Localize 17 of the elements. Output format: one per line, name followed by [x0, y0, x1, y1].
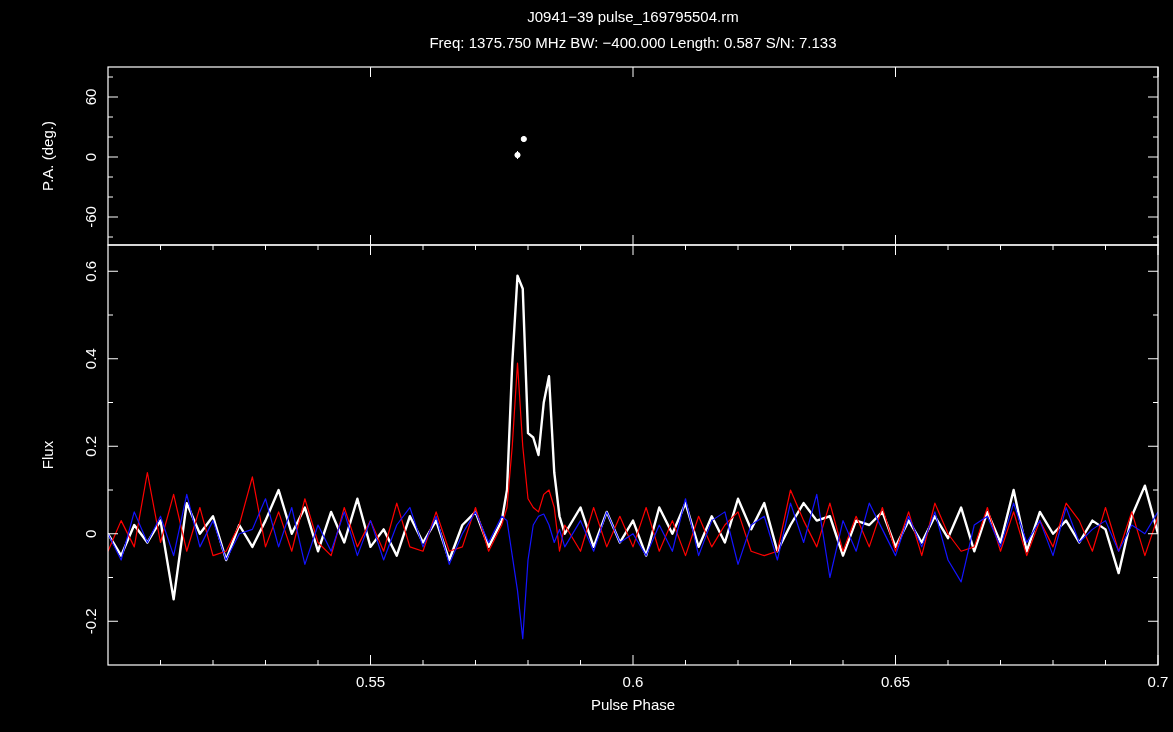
y-tick-label: 0: [82, 529, 99, 538]
x-tick-label: 0.55: [355, 673, 386, 690]
y-tick-label: 60: [82, 88, 99, 106]
x-tick-label: 0.6: [622, 673, 644, 690]
y-tick-label: 0.2: [82, 435, 99, 457]
y-tick-label: -60: [82, 206, 99, 228]
y-tick-label: 0.6: [82, 260, 99, 282]
chart-title: J0941−39 pulse_169795504.rm: [527, 8, 739, 25]
x-tick-label: 0.7: [1147, 673, 1169, 690]
y-tick-label: 0.4: [82, 348, 99, 370]
y-axis-title: P.A. (deg.): [39, 121, 56, 191]
x-axis-title: Pulse Phase: [590, 696, 676, 713]
y-tick-label: 0: [82, 152, 99, 162]
chart-subtitle: Freq: 1375.750 MHz BW: −400.000 Length: 0.587 S/N: 7.133: [429, 34, 837, 51]
y-axis-title: Flux: [39, 440, 56, 470]
y-tick-label: -0.2: [82, 608, 99, 635]
x-tick-label: 0.65: [880, 673, 911, 690]
